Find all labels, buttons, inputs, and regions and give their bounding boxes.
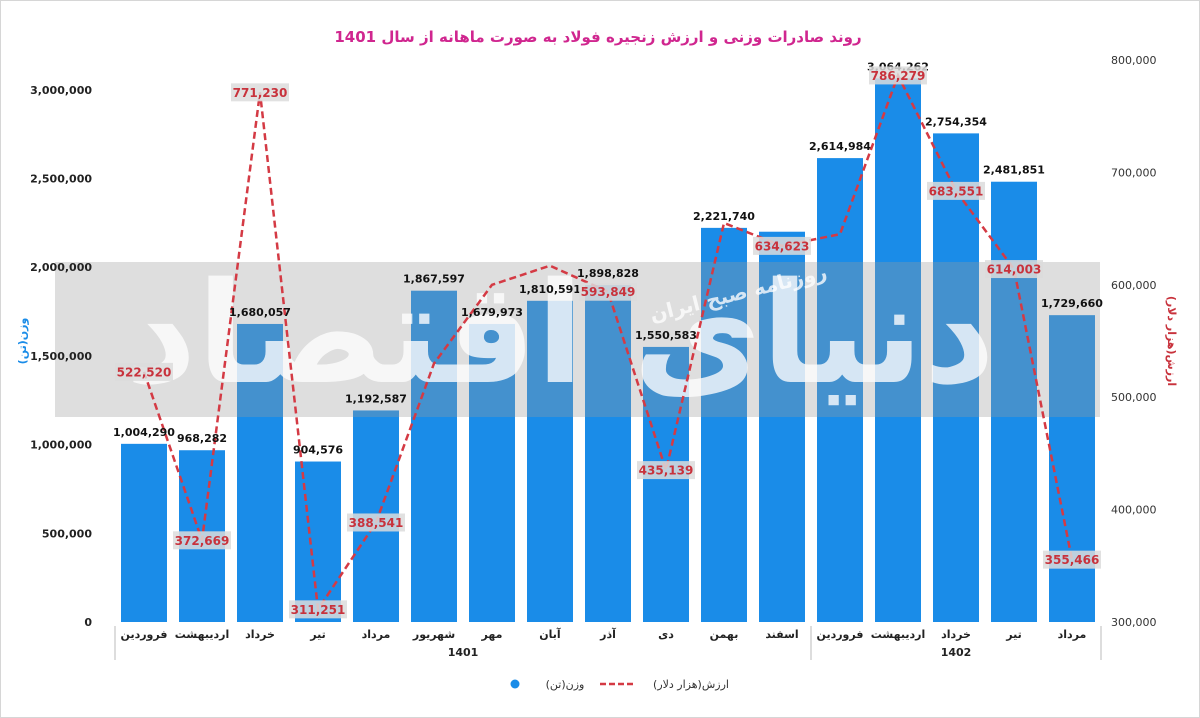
watermark-brand: دنیای اقتصاد xyxy=(125,253,995,416)
bar-label-2: 1,680,057 xyxy=(229,306,291,319)
bar-11 xyxy=(759,231,805,622)
y-right-tick-3: 600,000 xyxy=(1111,279,1157,292)
line-label-11: 634,623 xyxy=(755,239,810,253)
legend-label-value: ارزش(هزار دلار) xyxy=(653,678,729,691)
line-label-bg-16 xyxy=(1043,550,1101,569)
y-right-tick-1: 400,000 xyxy=(1111,504,1157,517)
y-right-tick-5: 800,000 xyxy=(1111,54,1157,67)
bar-label-14: 2,754,354 xyxy=(925,115,987,128)
y-right-tick-2: 500,000 xyxy=(1111,391,1157,404)
chart-title: روند صادرات وزنی و ارزش زنجیره فولاد به … xyxy=(334,28,861,46)
y-right-axis-title: ارزش(هزار دلار) xyxy=(1165,296,1178,386)
line-label-bg-15 xyxy=(985,260,1043,279)
bar-label-5: 1,867,597 xyxy=(403,273,465,286)
x-tick-16: مرداد xyxy=(1058,628,1087,641)
bar-label-16: 1,729,660 xyxy=(1041,297,1103,310)
bar-label-8: 1,898,828 xyxy=(577,267,639,280)
bar-6 xyxy=(469,323,515,622)
line-label-13: 786,279 xyxy=(871,69,926,83)
line-label-bg-0 xyxy=(115,362,173,381)
bar-label-4: 1,192,587 xyxy=(345,392,407,405)
axes-layer: 0 500,000 1,000,000 1,500,000 2,000,000 2,500… xyxy=(30,54,1157,660)
line-label-4: 388,541 xyxy=(349,516,404,530)
line-label-bg-8 xyxy=(579,282,637,301)
watermark: دنیای اقتصاد روزنامه صبح ایران xyxy=(55,253,1100,417)
line-label-bg-2 xyxy=(231,83,289,102)
legend: وزن(تن) ارزش(هزار دلار) xyxy=(510,678,729,691)
line-label-bg-11 xyxy=(753,236,811,255)
line-label-bg-14 xyxy=(927,181,985,200)
line-label-bg-9 xyxy=(637,461,695,480)
y-left-tick-1: 500,000 xyxy=(42,527,92,540)
bar-16 xyxy=(1049,315,1095,622)
bar-14 xyxy=(933,133,979,622)
bar-label-15: 2,481,851 xyxy=(983,164,1045,177)
x-tick-9: دی xyxy=(658,628,674,641)
line-label-16: 355,466 xyxy=(1045,553,1100,567)
bar-9 xyxy=(643,346,689,622)
y-left-tick-4: 2,000,000 xyxy=(30,261,92,274)
y-right-tick-4: 700,000 xyxy=(1111,166,1157,179)
bar-label-6: 1,679,973 xyxy=(461,306,523,319)
bar-label-1: 968,282 xyxy=(177,432,227,445)
line-label-bg-3 xyxy=(289,600,347,619)
y-left-tick-0: 0 xyxy=(84,616,92,629)
bar-2 xyxy=(237,323,283,622)
line-label-bg-4 xyxy=(347,513,405,532)
group-label-1: 1402 xyxy=(941,646,972,659)
bar-label-0: 1,004,290 xyxy=(113,426,175,439)
x-tick-14: خرداد xyxy=(941,628,971,641)
line-label-1: 372,669 xyxy=(175,534,230,548)
bars-layer xyxy=(121,78,1095,623)
y-left-tick-5: 2,500,000 xyxy=(30,173,92,186)
bar-label-3: 904,576 xyxy=(293,444,343,457)
line-label-bg-1 xyxy=(173,531,231,550)
x-tick-0: فروردین xyxy=(121,628,168,641)
y-left-tick-6: 3,000,000 xyxy=(30,84,92,97)
line-layer xyxy=(142,72,1074,613)
value-series-line xyxy=(142,72,1074,613)
x-tick-8: آذر xyxy=(599,627,616,641)
line-label-14: 683,551 xyxy=(929,184,984,198)
bar-13 xyxy=(875,78,921,623)
x-tick-5: شهریور xyxy=(412,628,455,641)
bar-15 xyxy=(991,181,1037,622)
x-tick-11: اسفند xyxy=(765,628,798,641)
x-tick-7: آبان xyxy=(539,627,561,641)
y-left-tick-3: 1,500,000 xyxy=(30,350,92,363)
bar-0 xyxy=(121,443,167,622)
line-label-bg-13 xyxy=(869,66,927,85)
x-tick-13: اردیبهشت xyxy=(871,628,925,641)
legend-marker-weight xyxy=(510,679,520,689)
line-label-0: 522,520 xyxy=(117,365,172,379)
x-tick-3: تیر xyxy=(309,628,325,641)
legend-label-weight: وزن(تن) xyxy=(546,678,585,691)
line-label-9: 435,139 xyxy=(639,464,694,478)
line-label-3: 311,251 xyxy=(291,603,346,617)
bar-label-9: 1,550,583 xyxy=(635,329,697,342)
bar-label-12: 2,614,984 xyxy=(809,140,871,153)
bar-5 xyxy=(411,290,457,622)
x-tick-4: مرداد xyxy=(362,628,391,641)
y-left-axis-title: وزن(تن) xyxy=(16,318,29,365)
bar-7 xyxy=(527,300,573,622)
y-right-tick-0: 300,000 xyxy=(1111,616,1157,629)
labels-layer: 1,004,290 968,282 1,680,057 904,576 1,192,58… xyxy=(113,60,1103,619)
bar-3 xyxy=(295,461,341,622)
line-label-2: 771,230 xyxy=(233,86,288,100)
x-tick-1: اردیبهشت xyxy=(175,628,229,641)
group-label-0: 1401 xyxy=(448,646,479,659)
bar-label-7: 1,810,591 xyxy=(519,283,581,296)
line-label-8: 593,849 xyxy=(581,285,636,299)
bar-12 xyxy=(817,158,863,622)
x-tick-2: خرداد xyxy=(245,628,275,641)
x-tick-6: مهر xyxy=(481,628,503,641)
x-tick-15: تیر xyxy=(1005,628,1021,641)
x-tick-10: بهمن xyxy=(710,628,739,641)
line-label-15: 614,003 xyxy=(987,263,1042,277)
y-left-tick-2: 1,000,000 xyxy=(30,439,92,452)
bar-label-10: 2,221,740 xyxy=(693,210,755,223)
x-tick-12: فروردین xyxy=(817,628,864,641)
